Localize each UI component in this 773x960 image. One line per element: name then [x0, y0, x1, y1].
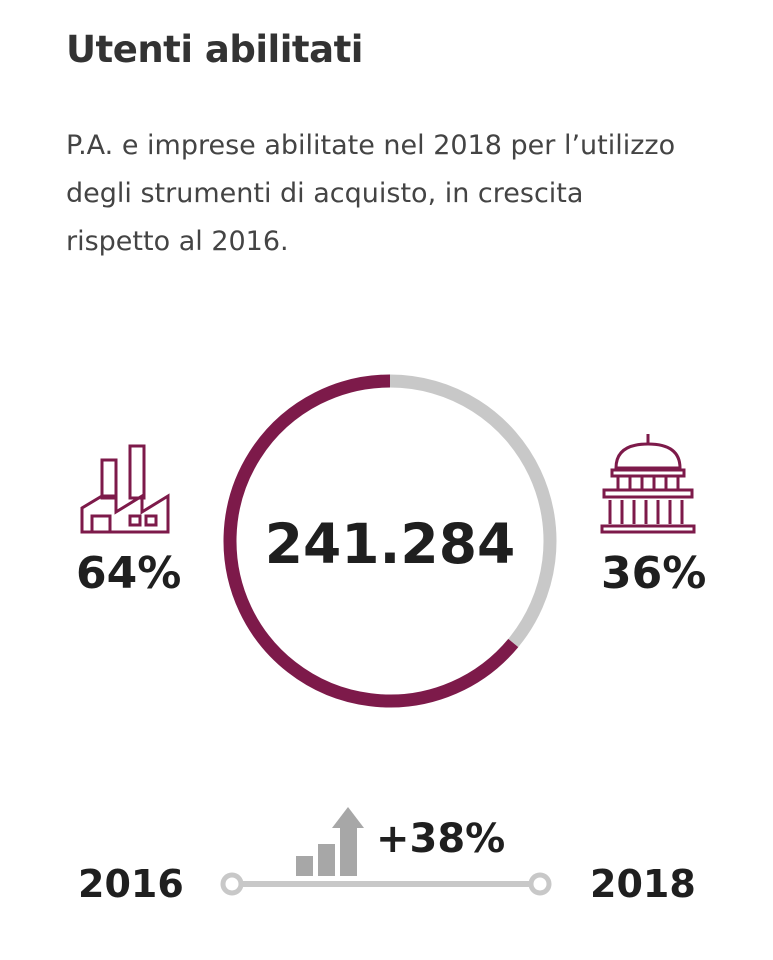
page-subtitle: P.A. e imprese abilitate nel 2018 per l’… — [66, 122, 726, 266]
donut-segment-factory — [223, 374, 519, 708]
factory-icon — [80, 444, 170, 534]
subtitle-line: degli strumenti di acquisto, in crescita — [66, 178, 584, 209]
growth-chart-arrow-icon — [296, 807, 364, 876]
donut-segment-government-building — [389, 374, 557, 648]
year-end-label: 2018 — [590, 862, 696, 906]
timeline-track — [220, 872, 552, 896]
timeline-start-node — [220, 872, 244, 896]
government-building-icon — [600, 434, 696, 534]
year-start-label: 2016 — [78, 862, 184, 906]
page-title: Utenti abilitati — [66, 28, 363, 71]
donut-chart — [223, 374, 557, 708]
imprese-percentage: 64% — [76, 548, 182, 599]
subtitle-line: rispetto al 2016. — [66, 226, 289, 257]
subtitle-line: P.A. e imprese abilitate nel 2018 per l’… — [66, 130, 676, 161]
total-users-value: 241.284 — [264, 512, 516, 576]
timeline-end-node — [528, 872, 552, 896]
growth-percentage: +38% — [376, 816, 506, 862]
pa-percentage: 36% — [601, 548, 707, 599]
